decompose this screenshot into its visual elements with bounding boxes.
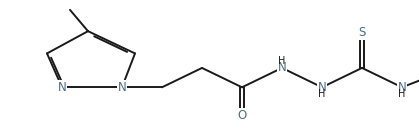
Text: H: H (318, 89, 326, 100)
Text: N: N (318, 81, 326, 94)
Text: S: S (358, 26, 366, 39)
Text: N: N (118, 81, 127, 94)
Text: N: N (278, 61, 286, 74)
Text: O: O (238, 109, 247, 122)
Text: N: N (398, 81, 406, 94)
Text: H: H (398, 89, 406, 100)
Text: N: N (58, 81, 66, 94)
Text: H: H (278, 56, 286, 66)
